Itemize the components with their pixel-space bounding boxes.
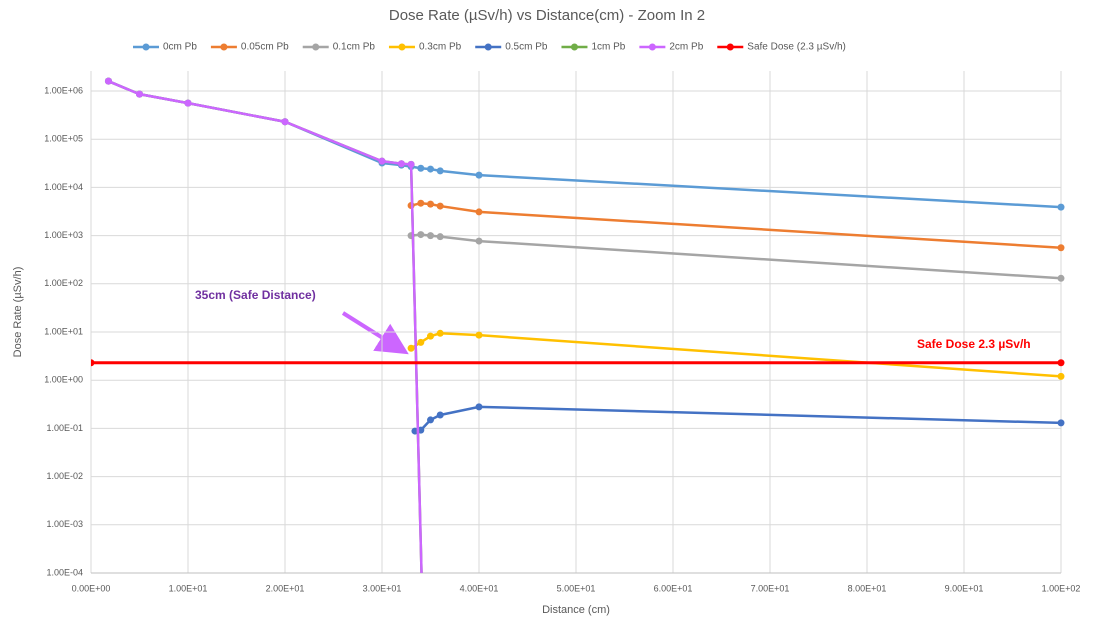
data-point xyxy=(417,199,425,207)
x-tick-label: 9.00E+01 xyxy=(945,583,984,593)
x-tick-label: 7.00E+01 xyxy=(751,583,790,593)
legend-marker xyxy=(570,43,578,51)
x-tick-label: 4.00E+01 xyxy=(460,583,499,593)
x-tick-label: 2.00E+01 xyxy=(266,583,305,593)
legend: 0cm Pb 0.05cm Pb 0.1cm Pb 0.3cm Pb 0.5cm Pb 1… xyxy=(133,42,846,53)
legend-label: 0.1cm Pb xyxy=(333,42,376,53)
data-point xyxy=(1057,372,1065,380)
data-point xyxy=(378,157,386,165)
data-point xyxy=(436,233,444,241)
data-point xyxy=(417,164,425,172)
grid: 1.00E-04 1.00E-03 1.00E-02 1.00E-01 1.00E+00… xyxy=(44,71,1080,593)
data-point xyxy=(436,411,444,419)
legend-marker xyxy=(484,43,492,51)
data-point xyxy=(475,403,483,411)
data-point xyxy=(407,160,415,168)
y-tick-label: 1.00E-03 xyxy=(46,519,83,529)
x-tick-label: 6.00E+01 xyxy=(654,583,693,593)
data-point xyxy=(475,237,483,245)
x-tick-label: 5.00E+01 xyxy=(557,583,596,593)
y-tick-label: 1.00E+04 xyxy=(44,182,83,192)
legend-label: 0.5cm Pb xyxy=(505,42,548,53)
annotation: 35cm (Safe Distance) xyxy=(195,288,316,302)
x-tick-label: 1.00E+02 xyxy=(1042,583,1081,593)
data-point xyxy=(104,77,112,85)
data-point xyxy=(436,167,444,175)
data-point xyxy=(1057,419,1065,427)
x-tick-label: 0.00E+00 xyxy=(72,583,111,593)
annotation: Safe Dose 2.3 µSv/h xyxy=(917,337,1031,351)
y-tick-label: 1.00E-04 xyxy=(46,567,83,577)
legend-label: Safe Dose (2.3 µSv/h) xyxy=(747,42,846,53)
data-point xyxy=(91,359,95,367)
data-point xyxy=(1057,359,1065,367)
data-point xyxy=(184,99,192,107)
y-tick-label: 1.00E+06 xyxy=(44,85,83,95)
plot-area xyxy=(91,77,1065,573)
legend-label: 0cm Pb xyxy=(163,42,197,53)
y-tick-label: 1.00E-01 xyxy=(46,423,83,433)
data-point xyxy=(475,208,483,216)
data-point xyxy=(407,344,415,352)
legend-label: 0.05cm Pb xyxy=(241,42,289,53)
data-point xyxy=(417,338,425,346)
legend-label: 1cm Pb xyxy=(591,42,625,53)
legend-marker xyxy=(398,43,406,51)
y-tick-label: 1.00E+05 xyxy=(44,134,83,144)
y-tick-label: 1.00E+01 xyxy=(44,326,83,336)
y-tick-label: 1.00E+03 xyxy=(44,230,83,240)
x-tick-label: 8.00E+01 xyxy=(848,583,887,593)
data-point xyxy=(1057,274,1065,282)
y-tick-label: 1.00E+00 xyxy=(44,375,83,385)
data-point xyxy=(475,171,483,179)
x-axis-label: Distance (cm) xyxy=(542,604,610,616)
data-point xyxy=(475,331,483,339)
data-point xyxy=(1057,244,1065,252)
data-point xyxy=(436,202,444,210)
legend-marker xyxy=(648,43,656,51)
x-tick-label: 1.00E+01 xyxy=(169,583,208,593)
data-point xyxy=(427,165,434,173)
data-point xyxy=(427,232,434,240)
data-point xyxy=(1057,203,1065,211)
data-point xyxy=(427,200,434,208)
legend-marker xyxy=(312,43,320,51)
legend-label: 2cm Pb xyxy=(669,42,703,53)
data-point xyxy=(417,231,425,239)
legend-marker xyxy=(220,43,228,51)
legend-label: 0.3cm Pb xyxy=(419,42,462,53)
y-axis-label: Dose Rate (µSv/h) xyxy=(12,267,24,358)
data-point xyxy=(427,416,434,424)
x-tick-label: 3.00E+01 xyxy=(363,583,402,593)
y-tick-label: 1.00E+02 xyxy=(44,278,83,288)
legend-marker xyxy=(142,43,150,51)
legend-marker xyxy=(726,43,734,51)
data-point xyxy=(136,90,143,98)
data-point xyxy=(436,329,444,337)
data-point xyxy=(397,160,405,168)
data-point xyxy=(427,332,434,340)
chart-title: Dose Rate (µSv/h) vs Distance(cm) - Zoom… xyxy=(389,7,705,24)
data-point xyxy=(281,118,289,126)
y-tick-label: 1.00E-02 xyxy=(46,471,83,481)
